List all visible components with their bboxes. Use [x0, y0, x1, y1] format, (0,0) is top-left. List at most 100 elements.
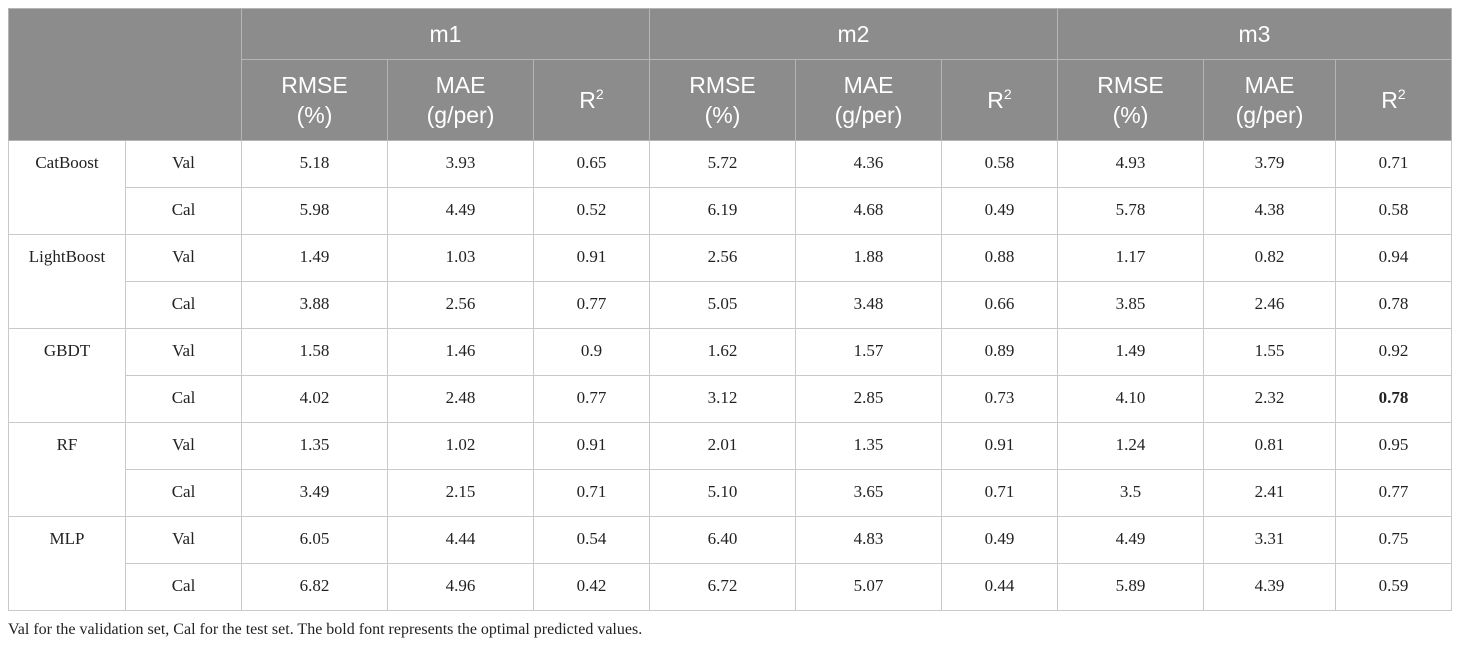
value-cell: 2.32 [1203, 375, 1336, 423]
value-cell: 4.93 [1057, 140, 1204, 188]
value-cell: 1.24 [1057, 422, 1204, 470]
value-cell: 1.62 [649, 328, 796, 376]
value-cell: 5.05 [649, 281, 796, 329]
value-cell: 6.72 [649, 563, 796, 611]
value-cell: 5.98 [241, 187, 388, 235]
metric-header: R2 [1335, 59, 1452, 141]
subset-cell: Cal [125, 187, 242, 235]
value-cell: 4.39 [1203, 563, 1336, 611]
subset-cell: Cal [125, 563, 242, 611]
value-cell: 0.77 [533, 281, 650, 329]
value-cell: 3.5 [1057, 469, 1204, 517]
value-cell: 6.05 [241, 516, 388, 564]
value-cell: 0.91 [533, 234, 650, 282]
value-cell: 0.88 [941, 234, 1058, 282]
value-cell: 1.58 [241, 328, 388, 376]
value-cell: 4.68 [795, 187, 942, 235]
value-cell: 0.91 [533, 422, 650, 470]
metric-unit: (%) [296, 102, 333, 128]
metric-superscript: 2 [595, 86, 604, 102]
value-cell: 4.38 [1203, 187, 1336, 235]
table-row: CatBoost Val 5.18 3.93 0.65 5.72 4.36 0.58 4.93 3… [8, 140, 1452, 235]
value-cell: 3.31 [1203, 516, 1336, 564]
value-cell: 5.18 [241, 140, 388, 188]
metric-unit: (%) [704, 102, 741, 128]
value-cell: 5.10 [649, 469, 796, 517]
metric-name: MAE [843, 72, 894, 98]
metric-name: R [987, 87, 1004, 113]
value-cell: 0.66 [941, 281, 1058, 329]
subset-cell: Val [125, 422, 242, 470]
value-cell: 1.02 [387, 422, 534, 470]
metric-name: R [1381, 87, 1398, 113]
value-cell: 3.65 [795, 469, 942, 517]
subset-cell: Val [125, 234, 242, 282]
value-cell: 2.01 [649, 422, 796, 470]
header-corner [8, 8, 242, 141]
metric-header: MAE (g/per) [795, 59, 942, 141]
value-cell: 0.75 [1335, 516, 1452, 564]
group-header-m2: m2 [649, 8, 1058, 60]
value-cell: 0.71 [1335, 140, 1452, 188]
value-cell: 1.03 [387, 234, 534, 282]
value-cell: 3.79 [1203, 140, 1336, 188]
value-cell: 4.49 [1057, 516, 1204, 564]
model-name-cell: CatBoost [8, 140, 126, 235]
value-cell: 0.92 [1335, 328, 1452, 376]
metric-unit: (g/per) [834, 102, 903, 128]
metric-header-row: RMSE (%) MAE (g/per) R2 RMSE (%) MAE (g/per) R2 RM… [9, 59, 1452, 141]
value-cell: 0.54 [533, 516, 650, 564]
value-cell: 4.49 [387, 187, 534, 235]
value-cell: 0.71 [941, 469, 1058, 517]
subset-cell: Val [125, 140, 242, 188]
value-cell: 0.77 [533, 375, 650, 423]
table-row: LightBoost Val 1.49 1.03 0.91 2.56 1.88 0.88 1.1… [8, 234, 1452, 329]
value-cell: 0.65 [533, 140, 650, 188]
model-name-cell: RF [8, 422, 126, 517]
value-cell: 4.10 [1057, 375, 1204, 423]
value-cell: 3.12 [649, 375, 796, 423]
value-cell: 1.49 [241, 234, 388, 282]
model-name-cell: GBDT [8, 328, 126, 423]
metric-header: RMSE (%) [241, 59, 388, 141]
value-cell: 1.35 [795, 422, 942, 470]
value-cell: 0.42 [533, 563, 650, 611]
metric-name: RMSE [281, 72, 348, 98]
results-table: m1 m2 m3 RMSE (%) MAE (g/per) R2 RMSE (%) MAE (g… [8, 8, 1452, 611]
subset-cell: Val [125, 516, 242, 564]
value-cell: 5.72 [649, 140, 796, 188]
value-cell: 6.19 [649, 187, 796, 235]
value-cell: 3.49 [241, 469, 388, 517]
group-header-m3: m3 [1057, 8, 1452, 60]
value-cell: 3.93 [387, 140, 534, 188]
value-cell: 1.57 [795, 328, 942, 376]
value-cell: 0.73 [941, 375, 1058, 423]
metric-unit: (%) [1112, 102, 1149, 128]
value-cell: 0.78 [1335, 281, 1452, 329]
value-cell: 1.17 [1057, 234, 1204, 282]
table-body: CatBoost Val 5.18 3.93 0.65 5.72 4.36 0.58 4.93 3… [8, 140, 1452, 611]
value-cell: 2.41 [1203, 469, 1336, 517]
value-cell: 2.15 [387, 469, 534, 517]
metric-header: R2 [941, 59, 1058, 141]
value-cell: 5.78 [1057, 187, 1204, 235]
value-cell: 5.89 [1057, 563, 1204, 611]
subset-cell: Cal [125, 281, 242, 329]
value-cell: 3.48 [795, 281, 942, 329]
value-cell: 2.46 [1203, 281, 1336, 329]
value-cell: 2.48 [387, 375, 534, 423]
value-cell: 2.56 [649, 234, 796, 282]
value-cell: 6.40 [649, 516, 796, 564]
value-cell: 3.88 [241, 281, 388, 329]
table-row: Cal 4.02 2.48 0.77 3.12 2.85 0.73 4.10 2.32 0.78 [9, 375, 1452, 423]
subset-cell: Cal [125, 375, 242, 423]
value-cell: 1.46 [387, 328, 534, 376]
value-cell: 0.94 [1335, 234, 1452, 282]
value-cell: 0.91 [941, 422, 1058, 470]
metric-name: RMSE [689, 72, 756, 98]
value-cell: 6.82 [241, 563, 388, 611]
value-cell: 1.49 [1057, 328, 1204, 376]
metric-unit: (g/per) [426, 102, 495, 128]
value-cell: 0.81 [1203, 422, 1336, 470]
table-figure: m1 m2 m3 RMSE (%) MAE (g/per) R2 RMSE (%) MAE (g… [8, 8, 1452, 639]
